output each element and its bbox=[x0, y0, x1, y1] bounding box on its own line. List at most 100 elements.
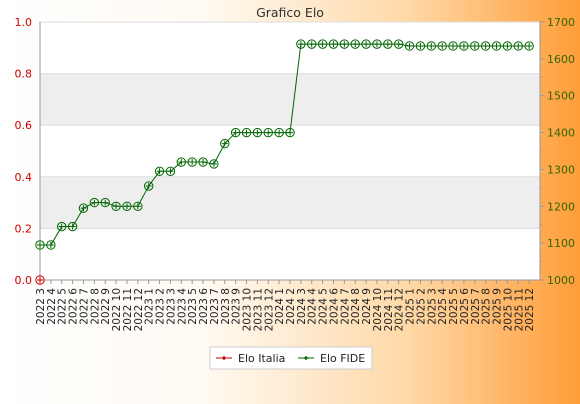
right-tick-label: 1200 bbox=[547, 200, 575, 213]
data-point bbox=[274, 127, 284, 138]
data-point bbox=[372, 39, 382, 49]
x-tick-label: 2022 8 bbox=[89, 288, 101, 325]
data-point bbox=[78, 203, 89, 213]
data-point-cross bbox=[254, 129, 261, 136]
data-point-cross bbox=[363, 41, 370, 48]
data-point-cross bbox=[102, 199, 109, 206]
x-tick-label: 2022 7 bbox=[78, 288, 90, 325]
right-tick-label: 1100 bbox=[547, 237, 575, 250]
series-line bbox=[40, 43, 530, 246]
data-point bbox=[122, 201, 132, 211]
data-point bbox=[176, 157, 187, 167]
data-point-cross bbox=[373, 41, 380, 48]
data-point bbox=[35, 275, 45, 285]
data-point-cross bbox=[504, 42, 511, 49]
data-point-cross bbox=[450, 42, 457, 49]
x-tick-label: 2024 10 bbox=[372, 288, 384, 331]
x-tick-label: 2025 6 bbox=[459, 288, 471, 325]
x-tick-label: 2022 11 bbox=[122, 288, 134, 331]
data-point bbox=[383, 39, 393, 49]
x-tick-label: 2023 10 bbox=[242, 288, 254, 331]
data-point-cross bbox=[319, 41, 326, 48]
data-point bbox=[111, 201, 121, 211]
right-tick-label: 1300 bbox=[547, 163, 575, 176]
data-point bbox=[426, 41, 437, 51]
x-tick-label: 2025 5 bbox=[448, 288, 460, 325]
data-point bbox=[491, 41, 502, 51]
data-point bbox=[198, 157, 208, 167]
data-point-cross bbox=[297, 41, 304, 48]
left-tick-label: 1.0 bbox=[15, 16, 33, 29]
data-point-cross bbox=[439, 42, 446, 49]
legend-box bbox=[209, 346, 373, 370]
x-tick-label: 2024 9 bbox=[361, 288, 373, 325]
data-point-cross bbox=[134, 203, 141, 210]
data-point-cross bbox=[243, 129, 250, 136]
data-point bbox=[437, 41, 447, 51]
data-point-cross bbox=[276, 129, 283, 136]
data-point bbox=[307, 39, 317, 49]
x-tick-label: 2023 2 bbox=[155, 288, 167, 325]
legend-marker bbox=[222, 356, 226, 360]
data-point-cross bbox=[526, 42, 533, 49]
data-point-cross bbox=[341, 41, 348, 48]
chart-title: Grafico Elo bbox=[256, 5, 324, 20]
data-point bbox=[165, 166, 176, 176]
data-point-cross bbox=[113, 203, 120, 210]
data-point-cross bbox=[417, 42, 424, 49]
plot-area bbox=[39, 21, 541, 281]
right-tick-label: 1700 bbox=[547, 16, 575, 29]
x-tick-label: 2024 1 bbox=[274, 288, 286, 325]
data-point-cross bbox=[178, 159, 185, 166]
x-tick-label: 2025 8 bbox=[481, 288, 493, 325]
data-point bbox=[524, 41, 534, 51]
x-tick-label: 2025 11 bbox=[513, 288, 525, 331]
data-point bbox=[339, 39, 350, 49]
data-point bbox=[133, 201, 143, 211]
legend-marker bbox=[304, 356, 308, 360]
data-point-cross bbox=[37, 277, 43, 283]
data-point-cross bbox=[352, 41, 359, 48]
right-tick-label: 1500 bbox=[547, 90, 575, 103]
data-point-cross bbox=[156, 168, 163, 175]
data-point-cross bbox=[265, 129, 272, 136]
data-point bbox=[230, 127, 241, 138]
data-point bbox=[480, 41, 491, 51]
x-tick-label: 2024 12 bbox=[394, 288, 406, 331]
legend-label: Elo FIDE bbox=[320, 352, 365, 365]
grid-band bbox=[40, 176, 540, 229]
data-point-cross bbox=[232, 129, 239, 136]
x-tick-label: 2023 8 bbox=[220, 288, 232, 325]
data-point bbox=[89, 197, 100, 208]
x-tick-label: 2025 1 bbox=[405, 288, 417, 325]
data-point-cross bbox=[167, 168, 174, 175]
data-point-cross bbox=[47, 241, 54, 248]
data-point bbox=[361, 39, 371, 49]
data-point bbox=[470, 41, 480, 51]
data-point bbox=[459, 41, 469, 51]
data-point bbox=[67, 221, 78, 232]
data-point-cross bbox=[460, 42, 467, 49]
x-tick-label: 2024 6 bbox=[328, 288, 340, 325]
data-point-cross bbox=[69, 223, 76, 230]
left-tick-label: 0.8 bbox=[15, 68, 33, 81]
x-tick-label: 2022 10 bbox=[111, 288, 123, 331]
x-tick-label: 2024 4 bbox=[307, 288, 319, 325]
right-tick-label: 1600 bbox=[547, 53, 575, 66]
data-point-cross bbox=[80, 205, 87, 212]
data-point bbox=[241, 127, 252, 138]
data-point-cross bbox=[395, 41, 402, 48]
right-tick-label: 1000 bbox=[547, 274, 575, 287]
data-point-cross bbox=[37, 241, 43, 248]
x-tick-label: 2023 6 bbox=[198, 288, 210, 325]
grid-band bbox=[40, 73, 540, 126]
x-tick-label: 2023 11 bbox=[252, 288, 264, 331]
x-tick-label: 2023 12 bbox=[263, 288, 275, 331]
data-point-cross bbox=[482, 42, 489, 49]
data-point-cross bbox=[493, 42, 500, 49]
left-tick-label: 0.4 bbox=[15, 171, 33, 184]
data-point bbox=[143, 181, 154, 191]
x-tick-label: 2024 2 bbox=[285, 288, 297, 325]
x-tick-label: 2023 1 bbox=[144, 288, 156, 325]
x-tick-label: 2025 7 bbox=[470, 288, 482, 325]
